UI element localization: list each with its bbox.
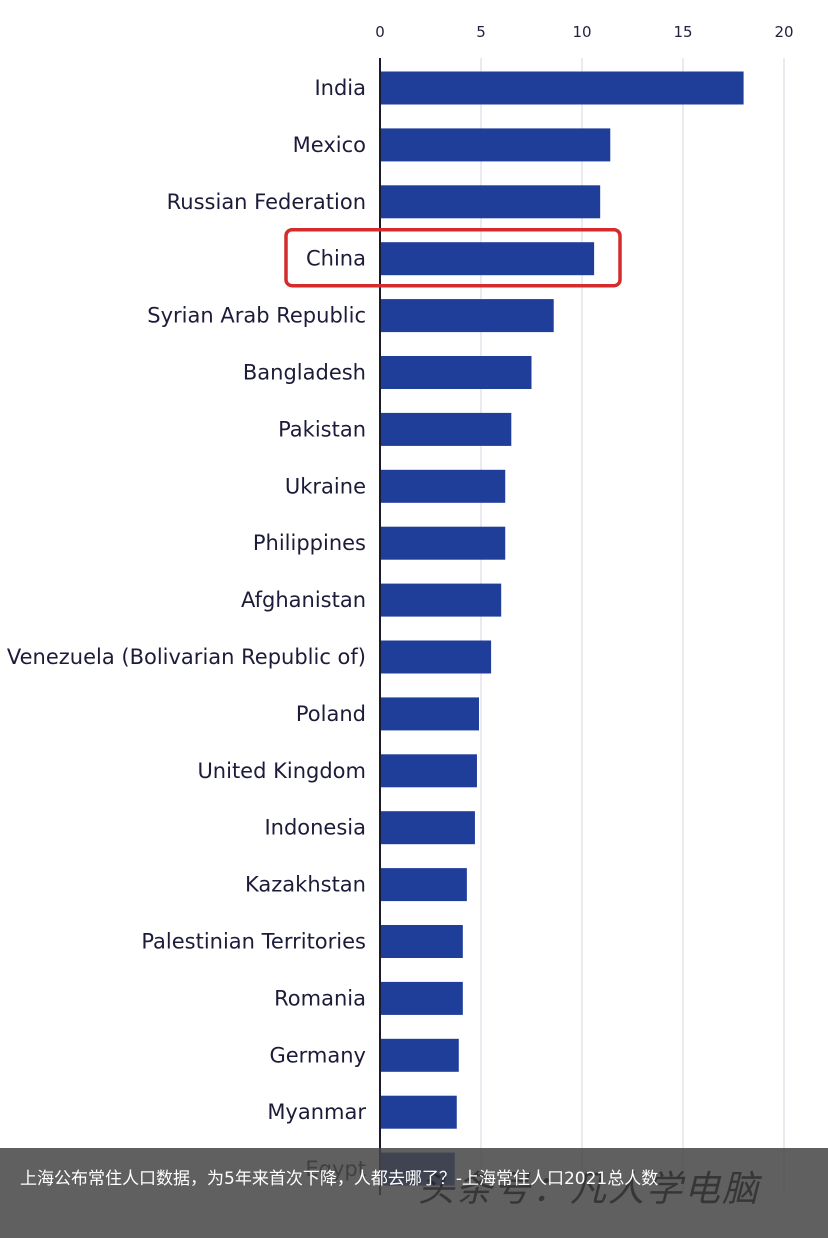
category-label-3: China bbox=[306, 247, 366, 271]
x-tick-label-10: 10 bbox=[572, 23, 591, 41]
category-label-12: United Kingdom bbox=[197, 759, 366, 783]
bar-3 bbox=[380, 242, 595, 276]
category-label-15: Palestinian Territories bbox=[141, 930, 366, 954]
bar-0 bbox=[380, 71, 744, 105]
category-label-9: Afghanistan bbox=[241, 588, 366, 612]
bar-11 bbox=[380, 697, 479, 731]
bar-10 bbox=[380, 640, 492, 674]
category-labels: India Mexico Russian Federation China Syrian… bbox=[7, 76, 366, 1181]
x-axis-ticks: 0 5 10 15 20 bbox=[375, 23, 793, 41]
category-label-11: Poland bbox=[296, 702, 366, 726]
category-label-14: Kazakhstan bbox=[245, 873, 366, 897]
watermark: 头条号：凡人学电脑 bbox=[418, 1169, 761, 1210]
caption-text: 上海公布常住人口数据，为5年来首次下降，人都去哪了？-上海常住人口2021总人数 bbox=[20, 1169, 659, 1189]
bar-4 bbox=[380, 299, 554, 333]
bar-17 bbox=[380, 1038, 459, 1072]
category-label-10: Venezuela (Bolivarian Republic of) bbox=[7, 645, 366, 669]
category-label-17: Germany bbox=[269, 1043, 366, 1067]
category-label-16: Romania bbox=[274, 986, 366, 1010]
bar-18 bbox=[380, 1095, 457, 1129]
category-label-2: Russian Federation bbox=[167, 190, 366, 214]
bars bbox=[380, 71, 744, 1186]
bar-15 bbox=[380, 925, 463, 958]
caption-bar bbox=[0, 1148, 828, 1238]
bar-13 bbox=[380, 811, 475, 845]
highlight-box bbox=[284, 227, 622, 288]
bar-14 bbox=[380, 868, 467, 902]
category-label-13: Indonesia bbox=[264, 816, 366, 840]
category-label-8: Philippines bbox=[253, 531, 366, 555]
category-label-6: Pakistan bbox=[278, 417, 366, 441]
category-label-0: India bbox=[314, 76, 366, 100]
x-tick-label-20: 20 bbox=[774, 23, 793, 41]
x-tick-label-5: 5 bbox=[476, 23, 486, 41]
bar-7 bbox=[380, 469, 506, 503]
bar-12 bbox=[380, 754, 477, 788]
bar-8 bbox=[380, 526, 506, 560]
bar-1 bbox=[380, 128, 611, 162]
x-tick-label-0: 0 bbox=[375, 23, 385, 41]
x-tick-label-15: 15 bbox=[673, 23, 692, 41]
bar-5 bbox=[380, 356, 532, 389]
category-label-7: Ukraine bbox=[285, 474, 366, 498]
category-label-4: Syrian Arab Republic bbox=[147, 304, 366, 328]
bar-2 bbox=[380, 185, 601, 219]
bar-6 bbox=[380, 412, 512, 446]
bar-16 bbox=[380, 981, 463, 1015]
category-label-1: Mexico bbox=[293, 133, 366, 157]
category-label-18: Myanmar bbox=[267, 1100, 366, 1124]
category-label-5: Bangladesh bbox=[243, 361, 366, 385]
bar-9 bbox=[380, 583, 502, 617]
